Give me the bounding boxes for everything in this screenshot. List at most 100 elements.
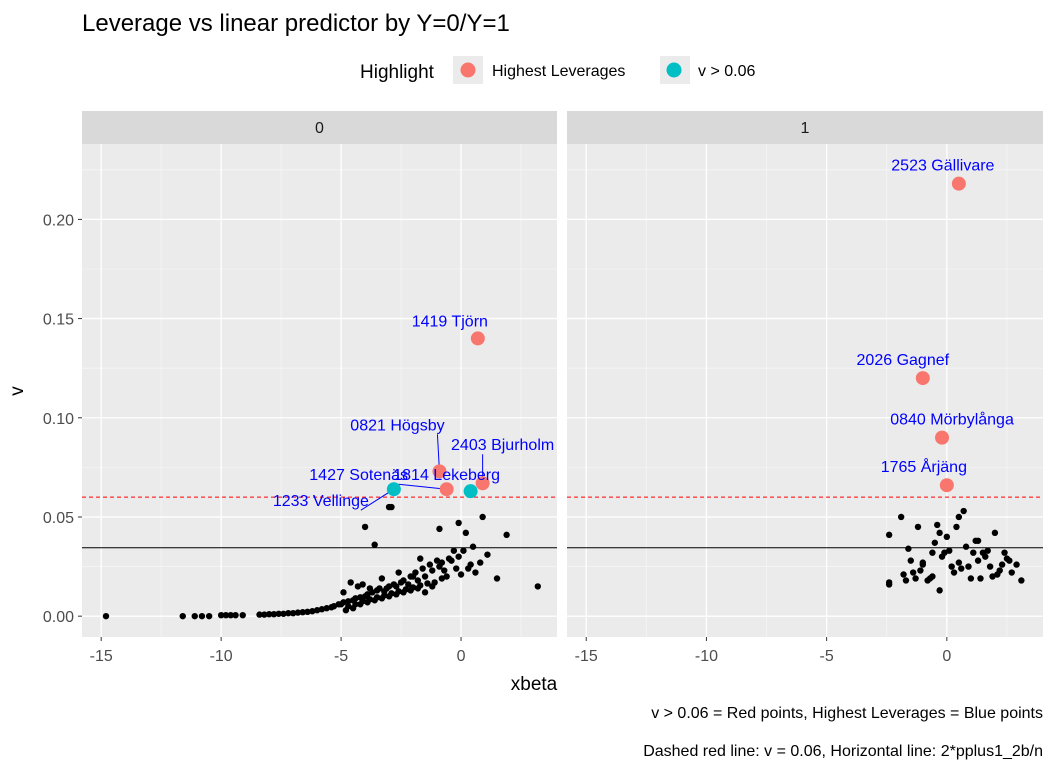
data-point	[376, 585, 383, 592]
x-tick-label: -15	[575, 648, 598, 665]
data-point	[371, 541, 378, 548]
data-point	[395, 569, 402, 576]
facet-strip-label: 1	[801, 120, 810, 137]
data-point	[897, 513, 905, 521]
data-point	[1018, 577, 1025, 584]
data-point	[299, 609, 306, 616]
data-point	[503, 531, 510, 539]
data-point	[359, 598, 366, 605]
data-point	[974, 557, 982, 564]
point-label: 1233 Vellinge	[273, 493, 369, 510]
highlight-point-highest	[432, 464, 447, 479]
data-point	[352, 601, 359, 608]
highlight-point-highest	[915, 371, 930, 386]
data-point	[352, 595, 359, 602]
data-point	[438, 575, 446, 582]
x-tick-label: -10	[695, 648, 718, 665]
data-point	[953, 523, 960, 531]
data-point	[931, 539, 939, 546]
x-tick-label: 0	[457, 648, 466, 665]
data-point	[455, 553, 462, 560]
data-point	[441, 567, 448, 574]
data-point	[936, 529, 943, 537]
data-point	[946, 547, 953, 554]
data-point	[941, 549, 948, 556]
x-tick-label: -10	[210, 648, 233, 665]
data-point	[991, 529, 999, 537]
data-point	[340, 589, 347, 596]
data-point	[280, 610, 287, 617]
facet-strip	[82, 111, 557, 144]
data-point	[419, 565, 426, 572]
data-point	[996, 567, 1003, 574]
data-point	[460, 547, 467, 554]
data-point	[429, 567, 436, 574]
y-tick-label: 0.10	[43, 411, 74, 428]
data-point	[934, 521, 941, 529]
data-point	[1013, 561, 1020, 568]
x-tick-label: 0	[942, 648, 951, 665]
legend-key-highest	[460, 62, 476, 78]
data-point	[373, 594, 381, 601]
data-point	[909, 569, 917, 576]
caption-line-1: v > 0.06 = Red points, Highest Leverages…	[651, 705, 1043, 722]
data-point	[986, 563, 994, 570]
data-point	[998, 561, 1006, 568]
data-point	[400, 577, 407, 584]
data-point	[467, 561, 474, 568]
data-point	[289, 609, 297, 617]
highlight-point-highest	[439, 482, 454, 497]
data-point	[438, 559, 446, 566]
data-point	[378, 575, 386, 582]
x-tick-label: -5	[334, 648, 348, 665]
data-point	[974, 537, 982, 544]
data-point	[412, 569, 419, 576]
point-label: 1419 Tjörn	[412, 313, 488, 330]
data-point	[340, 599, 347, 606]
data-point	[469, 543, 477, 550]
data-point	[900, 571, 907, 578]
legend-label-over: v > 0.06	[698, 63, 755, 80]
data-point	[433, 557, 441, 564]
panel-background	[82, 144, 557, 637]
data-point	[402, 586, 410, 593]
data-point	[191, 612, 198, 620]
point-label: 1814 Lekeberg	[393, 467, 500, 484]
legend-key-over	[666, 62, 682, 78]
data-point	[405, 581, 412, 588]
data-point	[417, 555, 424, 562]
highlight-point-over	[463, 484, 478, 499]
data-point	[417, 582, 424, 589]
data-point	[285, 609, 292, 617]
highlight-point-highest	[935, 430, 950, 445]
data-point	[421, 589, 429, 596]
caption-line-2: Dashed red line: v = 0.06, Horizontal li…	[643, 743, 1043, 760]
highlight-point-highest	[475, 476, 490, 491]
point-label: 0821 Högsby	[350, 417, 444, 434]
data-point	[443, 573, 450, 580]
data-point	[477, 559, 484, 566]
point-label: 2026 Gagnef	[857, 352, 950, 369]
highlight-point-highest	[939, 478, 954, 493]
data-point	[977, 575, 984, 582]
data-point	[907, 557, 914, 564]
y-tick-label: 0.20	[43, 212, 74, 229]
data-point	[902, 577, 910, 584]
data-point	[313, 607, 321, 614]
data-point	[198, 612, 206, 620]
data-point	[950, 569, 958, 576]
data-point	[354, 583, 362, 590]
data-point	[102, 612, 110, 620]
data-point	[958, 565, 965, 572]
data-point	[479, 513, 486, 521]
x-tick-label: -5	[820, 648, 834, 665]
data-point	[962, 543, 970, 550]
data-point	[912, 575, 919, 582]
legend-title: Highlight	[360, 62, 435, 83]
data-point	[1001, 549, 1008, 556]
data-point	[393, 583, 400, 590]
data-point	[345, 603, 352, 610]
label-leader-line	[398, 483, 447, 490]
data-point	[388, 590, 395, 597]
